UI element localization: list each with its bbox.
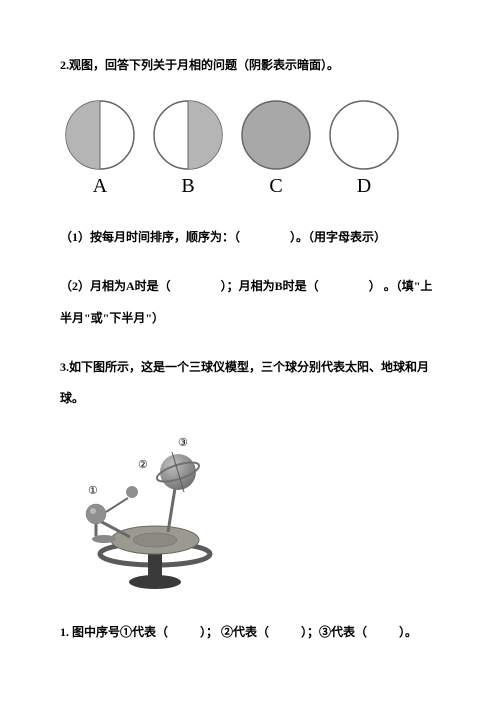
q2-sub1-a: （1）按每月时间排序，顺序为：（	[60, 230, 240, 244]
q2-prompt: 2.观图，回答下列关于月相的问题（阴影表示暗面）。	[60, 50, 440, 81]
q2-sub1-b: ）。（用字母表示）	[290, 230, 386, 244]
q2-sub2-a: （2）月相为A时是（	[60, 279, 171, 293]
label-three: ③	[178, 437, 188, 449]
q3-prompt: 3.如下图所示，这是一个三球仪模型，三个球分别代表太阳、地球和月球。	[60, 352, 440, 414]
moon-c	[240, 99, 312, 171]
label-d: D	[328, 175, 400, 198]
q2-sub2: （2）月相为A时是（）；月相为B时是（） 。（填"上半月"或"下半月"）	[60, 271, 440, 333]
moon-label-row: A B C D	[60, 175, 440, 198]
q3-sub1: 1. 图中序号①代表（ ）； ②代表（ ）；③代表（ ）。	[60, 617, 440, 648]
label-two: ②	[138, 459, 148, 471]
moon-a	[64, 99, 136, 171]
q3-sub1-c: ）；③代表（	[301, 625, 367, 639]
label-one: ①	[88, 485, 98, 497]
label-a: A	[64, 175, 136, 198]
q3-sub1-a: 1. 图中序号①代表（	[60, 625, 168, 639]
q3-sub1-b: ）； ②代表（	[200, 625, 269, 639]
q2-sub1: （1）按每月时间排序，顺序为：（ ）。（用字母表示）	[60, 222, 440, 253]
moon-b	[152, 99, 224, 171]
q2-sub2-b: ）；月相为B时是（	[221, 279, 319, 293]
tellurion-diagram: ① ② ③	[60, 432, 440, 597]
label-c: C	[240, 175, 312, 198]
q3-sub1-d: ）。	[399, 625, 417, 639]
label-b: B	[152, 175, 224, 198]
moon-phase-row	[60, 99, 440, 171]
moon-d	[328, 99, 400, 171]
